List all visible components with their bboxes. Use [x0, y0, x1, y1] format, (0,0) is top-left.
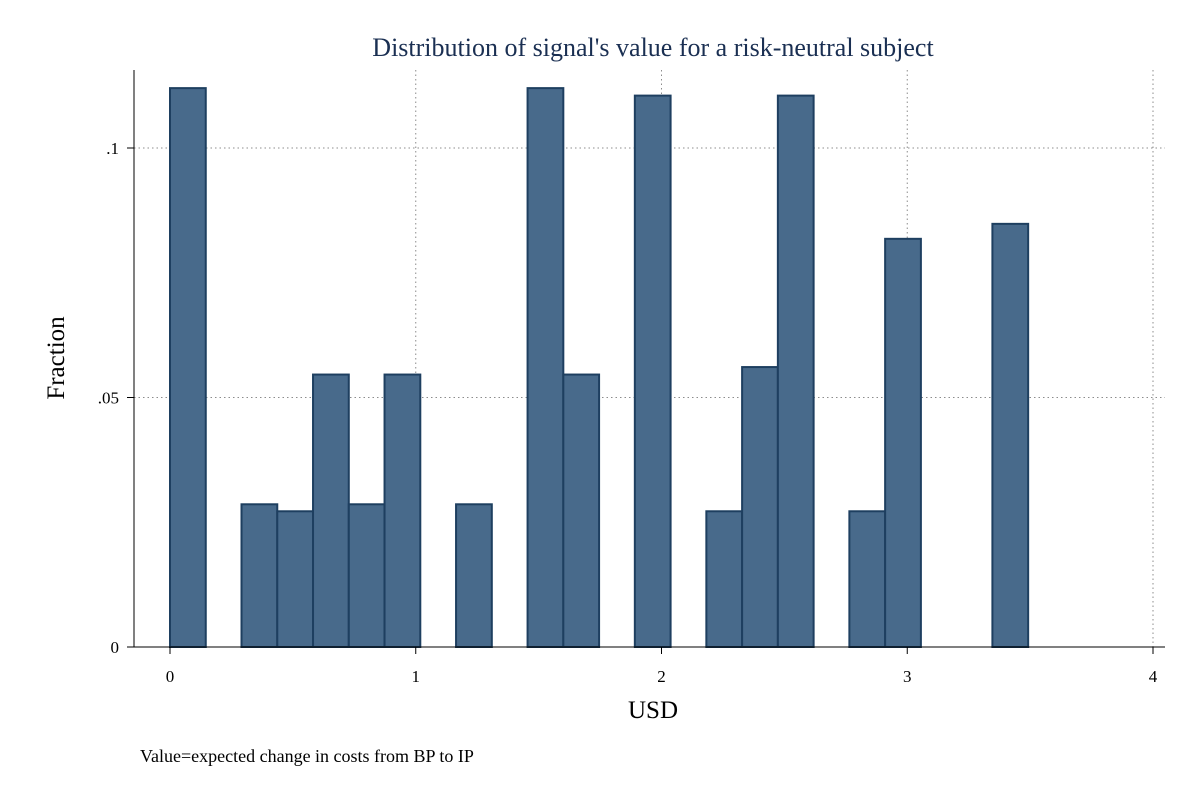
y-axis-ticks: 0 .05 .1	[98, 139, 134, 657]
histogram-bar-5	[347, 503, 386, 649]
x-tick-label: 2	[657, 667, 666, 686]
histogram-bar-8	[526, 87, 565, 649]
histogram-bar-4	[312, 373, 350, 648]
histogram-bar-15	[884, 237, 922, 648]
histogram-bar-13	[776, 94, 815, 649]
x-tick-label: 4	[1149, 667, 1158, 686]
y-axis-label: Fraction	[43, 316, 70, 400]
y-tick-label: .05	[98, 389, 119, 408]
histogram-bar-3	[276, 510, 315, 648]
x-axis-label: USD	[628, 697, 678, 724]
histogram-bar-9	[562, 373, 601, 648]
x-axis-ticks: 0 1 2 3 4	[166, 647, 1158, 686]
histogram-bar-12	[741, 366, 779, 648]
histogram-bar-11	[705, 510, 744, 648]
x-tick-label: 0	[166, 667, 175, 686]
bars	[169, 87, 1030, 649]
histogram-bar-7	[455, 503, 493, 649]
histogram-bar-14	[848, 510, 887, 648]
chart-note: Value=expected change in costs from BP t…	[140, 746, 474, 766]
chart-title: Distribution of signal's value for a ris…	[372, 33, 934, 62]
histogram-bar-1	[169, 87, 207, 649]
x-tick-label: 1	[412, 667, 421, 686]
histogram-bar-2	[240, 503, 279, 649]
x-tick-label: 3	[903, 667, 912, 686]
histogram-bar-10	[633, 94, 672, 649]
y-tick-label: 0	[111, 638, 120, 657]
y-tick-label: .1	[106, 139, 119, 158]
histogram-bar-16	[991, 222, 1030, 649]
histogram-bar-6	[383, 373, 422, 648]
